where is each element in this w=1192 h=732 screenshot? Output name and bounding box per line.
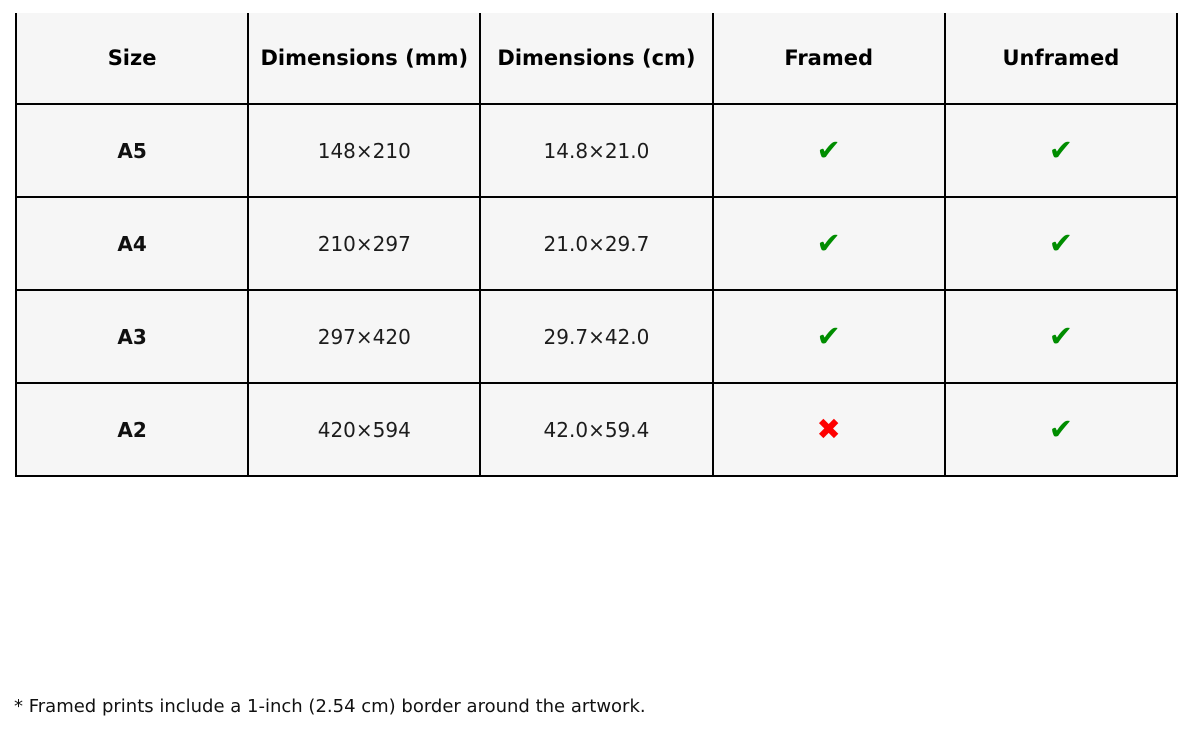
dimensions-cm-cell: 29.7×42.0: [479, 289, 714, 384]
size-cell: A3: [14, 289, 250, 384]
unframed-availability-cell: ✔: [943, 289, 1179, 384]
size-cell: A5: [14, 103, 250, 198]
check-icon: ✔: [816, 133, 841, 167]
check-icon: ✔: [1048, 319, 1074, 353]
check-icon: ✔: [1048, 226, 1074, 260]
unframed-availability-cell: ✔: [943, 196, 1179, 291]
column-header-unframed: Unframed: [943, 13, 1179, 105]
size-cell: A4: [14, 196, 250, 291]
dimensions-cm-cell: 21.0×29.7: [479, 196, 714, 291]
dimensions-mm-cell: 210×297: [247, 196, 482, 291]
print-size-table-container: Size Dimensions (mm) Dimensions (cm) Fra…: [14, 13, 1179, 477]
check-icon: ✔: [1048, 412, 1074, 446]
header-row: Size Dimensions (mm) Dimensions (cm) Fra…: [14, 13, 1179, 105]
cross-icon: ✖: [816, 412, 841, 446]
table-row: A4 210×297 21.0×29.7 ✔ ✔: [14, 196, 1179, 291]
table-row: A3 297×420 29.7×42.0 ✔ ✔: [14, 289, 1179, 384]
print-size-table: Size Dimensions (mm) Dimensions (cm) Fra…: [14, 13, 1179, 477]
size-cell: A2: [14, 382, 250, 477]
unframed-availability-cell: ✔: [943, 382, 1179, 477]
framed-border-footnote: * Framed prints include a 1-inch (2.54 c…: [14, 696, 646, 717]
check-icon: ✔: [816, 226, 841, 260]
column-header-size: Size: [14, 13, 250, 105]
column-header-framed: Framed: [711, 13, 946, 105]
framed-availability-cell: ✔: [711, 196, 946, 291]
check-icon: ✔: [816, 319, 841, 353]
framed-availability-cell: ✔: [711, 289, 946, 384]
check-icon: ✔: [1048, 133, 1074, 167]
column-header-mm: Dimensions (mm): [247, 13, 482, 105]
dimensions-cm-cell: 14.8×21.0: [479, 103, 714, 198]
framed-availability-cell: ✖: [711, 382, 946, 477]
dimensions-mm-cell: 148×210: [247, 103, 482, 198]
table-row: A5 148×210 14.8×21.0 ✔ ✔: [14, 103, 1179, 198]
column-header-cm: Dimensions (cm): [479, 13, 714, 105]
dimensions-mm-cell: 420×594: [247, 382, 482, 477]
framed-availability-cell: ✔: [711, 103, 946, 198]
size-table-body: A5 148×210 14.8×21.0 ✔ ✔ A4 210×297 21.0×29.7 ✔ ✔…: [14, 103, 1179, 477]
dimensions-cm-cell: 42.0×59.4: [479, 382, 714, 477]
table-row: A2 420×594 42.0×59.4 ✖ ✔: [14, 382, 1179, 477]
unframed-availability-cell: ✔: [943, 103, 1179, 198]
dimensions-mm-cell: 297×420: [247, 289, 482, 384]
table-header: Size Dimensions (mm) Dimensions (cm) Fra…: [14, 13, 1179, 105]
